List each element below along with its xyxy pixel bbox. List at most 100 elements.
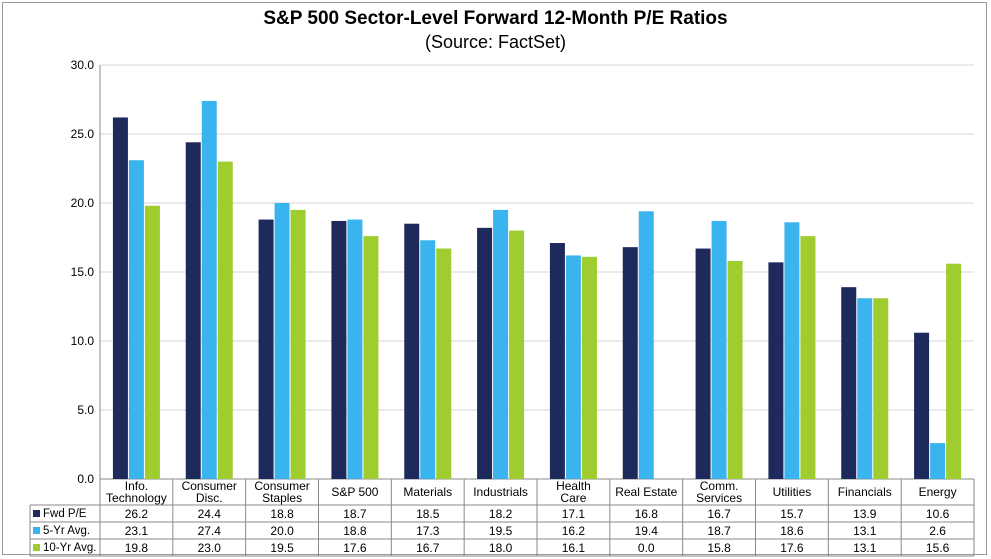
table-value: 13.1 [853, 524, 877, 538]
table-value: 26.2 [125, 507, 149, 521]
bar [695, 248, 711, 479]
bar [404, 223, 420, 479]
category-label: Energy [919, 485, 957, 499]
bar [185, 142, 201, 479]
bar [331, 220, 347, 479]
bar [493, 209, 509, 479]
bar [638, 211, 654, 479]
bar [128, 160, 144, 479]
bar [363, 236, 379, 479]
table-value: 16.1 [562, 541, 586, 555]
category-label: Staples [262, 491, 302, 505]
category-label: S&P 500 [331, 485, 378, 499]
table-value: 20.0 [270, 524, 294, 538]
table-value: 2.6 [929, 524, 946, 538]
table-value: 19.5 [270, 541, 294, 555]
bar [217, 161, 233, 479]
bar [258, 219, 274, 479]
table-value: 18.2 [489, 507, 513, 521]
table-value: 19.5 [489, 524, 513, 538]
bar [201, 100, 217, 479]
bar [274, 203, 290, 479]
category-label: Comm. [700, 479, 739, 493]
table-value: 16.7 [416, 541, 440, 555]
bar [930, 443, 946, 479]
bar [112, 117, 128, 479]
bar [509, 230, 525, 479]
bar [784, 222, 800, 479]
table-value: 16.8 [635, 507, 659, 521]
table-value: 15.6 [926, 541, 950, 555]
y-tick-label: 15.0 [71, 265, 95, 279]
category-label: Care [560, 491, 586, 505]
bar [144, 205, 160, 479]
table-value: 15.8 [707, 541, 731, 555]
bar [711, 220, 727, 479]
category-label: Consumer [182, 479, 237, 493]
table-value: 23.0 [198, 541, 222, 555]
table-value: 18.0 [489, 541, 513, 555]
table-value: 17.1 [562, 507, 586, 521]
table-value: 17.3 [416, 524, 440, 538]
table-value: 16.7 [707, 507, 731, 521]
bar [549, 243, 565, 479]
table-value: 18.7 [707, 524, 731, 538]
table-value: 16.2 [562, 524, 586, 538]
category-label: Industrials [473, 485, 528, 499]
legend-swatch [33, 527, 40, 534]
bar [477, 227, 493, 479]
category-label: Materials [403, 485, 452, 499]
category-label: Consumer [254, 479, 309, 493]
table-value: 18.8 [343, 524, 367, 538]
legend-swatch [33, 510, 40, 517]
category-label: Technology [106, 491, 167, 505]
table-value: 10.6 [926, 507, 950, 521]
table-value: 27.4 [198, 524, 222, 538]
table-value: 18.7 [343, 507, 367, 521]
bar [727, 260, 743, 479]
bar [800, 236, 816, 479]
category-label: Health [556, 479, 591, 493]
y-tick-label: 10.0 [71, 334, 95, 348]
table-value: 17.6 [343, 541, 367, 555]
bar [565, 255, 581, 479]
legend-swatch [33, 544, 40, 551]
category-label: Utilities [773, 485, 812, 499]
table-value: 17.6 [780, 541, 804, 555]
legend-label: 10-Yr Avg. [43, 542, 97, 554]
bar [841, 287, 857, 479]
bar [622, 247, 638, 479]
bar [290, 209, 306, 479]
chart-title: S&P 500 Sector-Level Forward 12-Month P/… [263, 8, 728, 29]
table-value: 13.9 [853, 507, 877, 521]
category-label: Info. [125, 479, 148, 493]
category-label: Disc. [196, 491, 223, 505]
y-tick-label: 20.0 [71, 196, 95, 210]
table-value: 15.7 [780, 507, 804, 521]
chart-subtitle: (Source: FactSet) [424, 32, 567, 52]
y-tick-label: 5.0 [77, 403, 94, 417]
bar [436, 248, 452, 479]
category-label: Financials [838, 485, 892, 499]
legend-label: Fwd P/E [43, 508, 87, 520]
legend-label: 5-Yr Avg. [43, 525, 90, 537]
y-tick-label: 30.0 [71, 58, 95, 72]
y-tick-label: 0.0 [77, 472, 94, 486]
bar [420, 240, 436, 479]
bar [914, 332, 930, 479]
bar [946, 263, 962, 479]
table-value: 0.0 [638, 541, 655, 555]
table-value: 19.4 [635, 524, 659, 538]
category-label: Real Estate [615, 485, 677, 499]
bar [581, 256, 597, 479]
bar [768, 262, 784, 479]
table-value: 24.4 [198, 507, 222, 521]
table-value: 19.8 [125, 541, 149, 555]
table-value: 23.1 [125, 524, 149, 538]
y-tick-label: 25.0 [71, 127, 95, 141]
category-label: Services [696, 491, 742, 505]
table-value: 18.8 [270, 507, 294, 521]
bar [347, 219, 363, 479]
bar [857, 298, 873, 479]
